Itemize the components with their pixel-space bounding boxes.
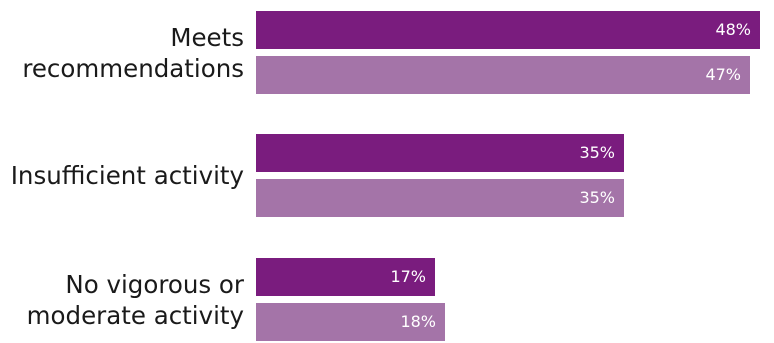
bar — [256, 134, 624, 172]
bar — [256, 56, 750, 94]
category-label: No vigorous or moderate activity — [26, 269, 244, 330]
bar — [256, 258, 435, 296]
bar — [256, 303, 445, 341]
data-label: 17% — [390, 267, 426, 286]
bar — [256, 179, 624, 217]
data-label: 48% — [715, 20, 751, 39]
bar — [256, 11, 760, 49]
data-label: 35% — [579, 143, 615, 162]
category-label: Insufficient activity — [10, 161, 244, 190]
category-label: Meets recommendations — [22, 22, 244, 83]
data-label: 18% — [400, 312, 436, 331]
data-label: 47% — [705, 65, 741, 84]
data-label: 35% — [579, 188, 615, 207]
